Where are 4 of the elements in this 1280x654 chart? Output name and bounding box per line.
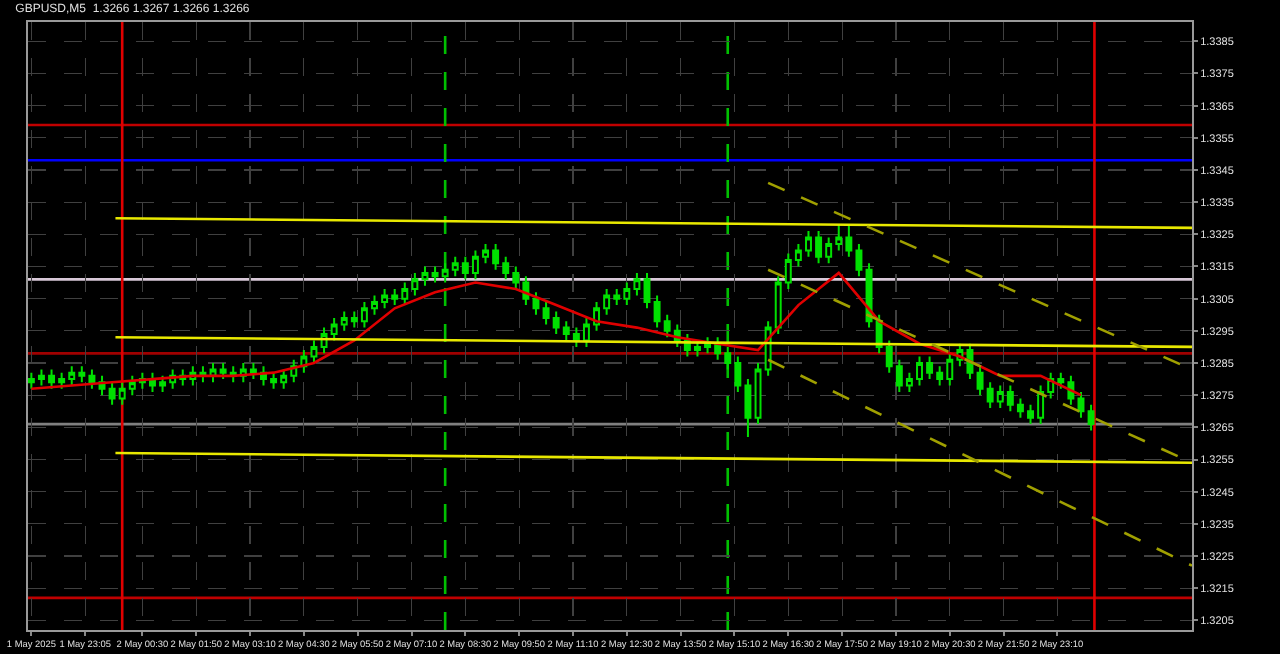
candlestick (643, 271, 651, 310)
candlestick (1087, 403, 1095, 432)
candlestick (421, 265, 429, 287)
candlestick (1077, 390, 1085, 419)
